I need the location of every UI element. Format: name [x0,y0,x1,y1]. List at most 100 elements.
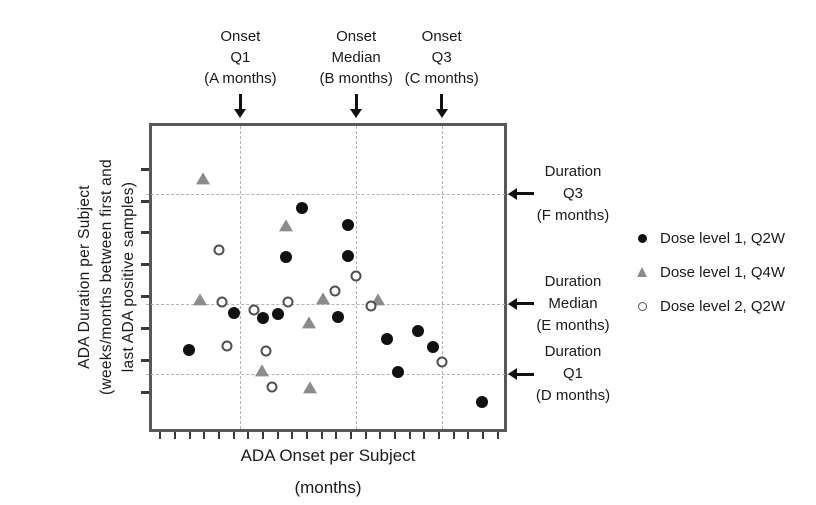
x-tick [452,432,455,439]
x-tick [262,432,264,439]
quartile-gridline-horizontal [146,193,510,195]
onset-annotation: Onset Q3 (C months) [405,26,479,89]
legend-label: Dose level 1, Q4W [660,263,786,281]
down-arrow-icon [350,94,363,118]
quartile-gridline-horizontal [146,374,510,376]
y-tick [141,390,149,394]
duration-annotation-line: (F months) [536,206,610,224]
onset-annotation-line: (B months) [319,70,393,87]
x-tick [218,432,220,439]
legend-label: Dose level 2, Q2W [660,297,786,315]
filled-triangle-icon [634,267,650,277]
data-point-open-circle [436,356,448,368]
left-arrow-icon [508,187,534,200]
filled-triangle-glyph [637,267,647,277]
x-tick [379,432,382,439]
data-point-open-circle [329,285,341,297]
onset-annotation-line: (A months) [204,70,277,87]
duration-annotation: Duration Q1 (D months) [521,341,625,407]
data-point-filled-triangle [196,172,211,185]
data-point-open-circle [216,296,228,308]
left-arrow-icon [508,368,534,381]
data-point-filled-triangle [301,316,316,329]
x-tick [188,432,191,439]
data-point-open-circle [213,244,225,256]
data-point-filled-circle [295,202,308,215]
legend-item: Dose level 1, Q4W [634,262,785,282]
arrow-head [508,368,517,381]
filled-circle-glyph [637,233,647,243]
data-point-filled-circle [272,307,285,320]
plot-area [141,123,510,439]
data-point-open-circle [260,345,272,357]
open-circle-icon [634,301,650,311]
duration-annotation-line: (D months) [535,387,611,405]
onset-annotation: Onset Median (B months) [319,26,392,89]
y-axis-title-line: ADA Duration per Subject [76,185,93,369]
duration-annotation: Duration Median (E months) [521,271,625,337]
duration-annotation-line: Q1 [562,365,583,383]
data-point-filled-circle [411,324,424,337]
legend-label: Dose level 1, Q2W [660,229,786,247]
onset-annotation-line: Q3 [431,49,452,66]
x-tick [203,432,206,439]
data-point-filled-circle [331,310,344,323]
data-point-filled-circle [381,332,394,345]
x-axis-title: ADA Onset per Subject [240,446,416,465]
arrow-shaft [517,302,534,306]
duration-annotation-line: Duration [544,162,602,180]
data-point-open-circle [221,340,233,352]
x-tick [423,432,426,439]
arrow-head [435,109,448,118]
onset-annotation-line: Q1 [230,49,251,66]
y-tick [141,326,149,330]
data-point-filled-circle [342,219,355,232]
y-axis-title: ADA Duration per Subject (weeks/months b… [74,107,140,447]
x-tick [174,432,176,439]
x-tick [159,432,162,439]
legend-item: Dose level 2, Q2W [634,296,785,316]
data-point-open-circle [365,300,377,312]
x-tick [320,432,323,439]
down-arrow-icon [435,94,448,118]
quartile-gridline-vertical [441,126,443,429]
data-point-filled-circle [476,396,489,409]
legend: Dose level 1, Q2W Dose level 1, Q4W Dose l… [634,228,785,330]
x-tick [482,432,484,439]
open-circle-glyph [637,301,647,311]
arrow-head [350,109,363,118]
x-tick [247,432,250,439]
arrow-head [234,109,247,118]
x-tick [394,432,396,439]
data-point-filled-triangle [278,219,293,232]
filled-circle-icon [634,233,650,243]
x-tick [306,432,308,439]
data-point-filled-circle [182,343,195,356]
arrow-shaft [238,94,242,109]
onset-annotation-line: Onset [421,28,462,45]
arrow-head [508,187,517,200]
data-point-filled-triangle [192,293,207,306]
x-tick [335,432,338,439]
data-point-filled-circle [279,251,292,264]
quartile-gridline-vertical [240,126,242,429]
y-tick [141,295,149,299]
data-point-open-circle [266,381,278,393]
arrow-shaft [440,94,444,109]
data-point-open-circle [248,304,260,316]
onset-annotation-line: Onset [220,28,261,45]
duration-annotation-line: Duration [544,343,602,361]
y-axis-title-line: last ADA positive samples) [120,181,137,373]
data-point-filled-triangle [316,292,331,305]
x-tick [364,432,367,439]
y-tick [141,263,149,267]
data-point-filled-circle [342,250,355,263]
duration-annotation-line: (E months) [536,316,610,334]
data-point-open-circle [282,296,294,308]
x-tick [276,432,279,439]
data-point-filled-circle [392,366,405,379]
down-arrow-icon [234,94,247,118]
legend-item: Dose level 1, Q2W [634,228,785,248]
onset-annotation-line: (C months) [404,70,479,87]
